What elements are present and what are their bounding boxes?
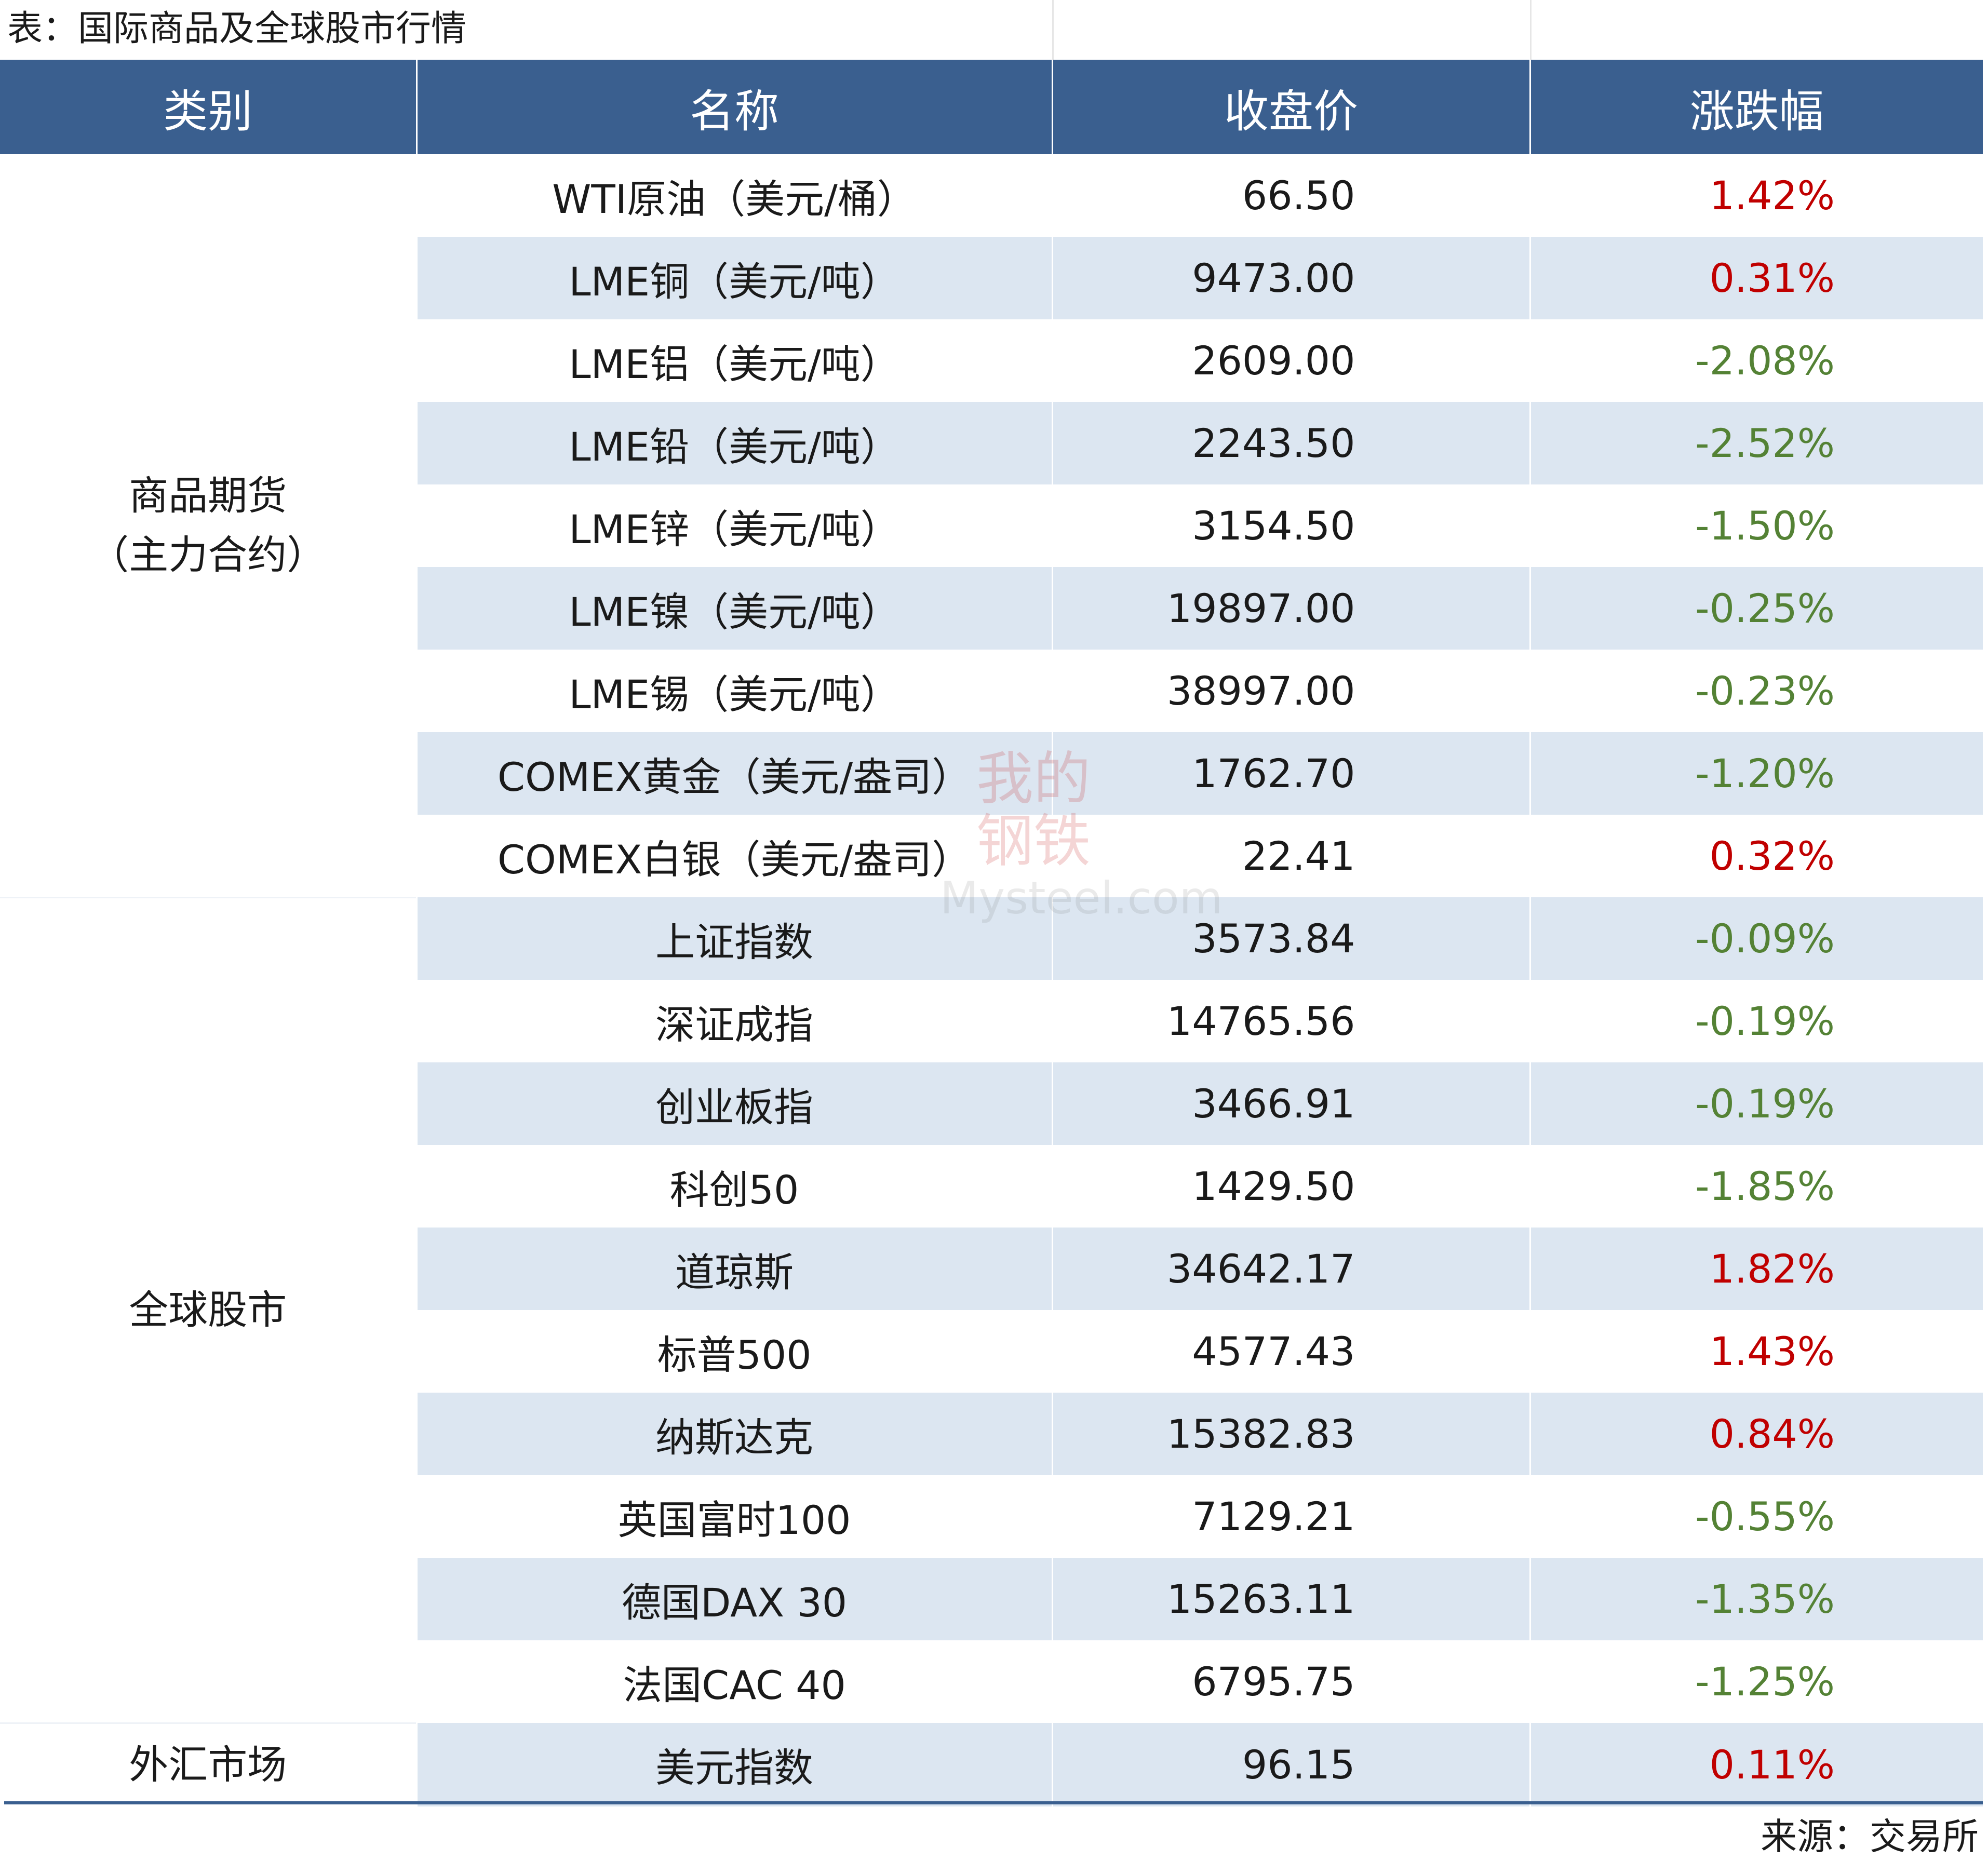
change-cell: -1.50%	[1529, 484, 1983, 567]
gridline	[1052, 0, 1054, 60]
table-row: 商品期货 （主力合约） WTI原油（美元/桶） 66.50 1.42%	[0, 154, 1983, 897]
change-cell: 0.11%	[1529, 1723, 1983, 1806]
price-cell: 6795.75	[1051, 1640, 1530, 1723]
change-cell: 0.32%	[1529, 815, 1983, 897]
table-row: 纳斯达克 15382.83 0.84%	[0, 1393, 1983, 1475]
name-cell: LME铅（美元/吨）	[415, 402, 1052, 484]
table-row: LME铝（美元/吨） 2609.00 -2.08%	[0, 319, 1983, 402]
category-cell: 全球股市	[0, 896, 417, 1723]
name-cell: 科创50	[415, 1145, 1052, 1228]
table-row: 创业板指 3466.91 -0.19%	[0, 1062, 1983, 1145]
name-cell: COMEX白银（美元/盎司）	[415, 815, 1052, 897]
table-row: 全球股市 上证指数 3573.84 -0.09%	[0, 896, 1983, 1723]
price-cell: 34642.17	[1051, 1228, 1530, 1310]
table-row: COMEX黄金（美元/盎司） 1762.70 -1.20%	[0, 732, 1983, 815]
change-cell: -0.55%	[1529, 1475, 1983, 1558]
change-cell: 1.82%	[1529, 1228, 1983, 1310]
table-row: 道琼斯 34642.17 1.82%	[0, 1228, 1983, 1310]
change-cell: 1.42%	[1529, 154, 1983, 237]
table-row: LME锌（美元/吨） 3154.50 -1.50%	[0, 484, 1983, 567]
price-cell: 19897.00	[1051, 567, 1530, 650]
name-cell: 纳斯达克	[415, 1393, 1052, 1475]
change-cell: -0.23%	[1529, 650, 1983, 732]
gridline	[1530, 0, 1532, 60]
name-cell: 创业板指	[415, 1062, 1052, 1145]
market-table: 类别 名称 收盘价 涨跌幅 商品期货 （主力合约） WTI原油（美元/桶） 66.5…	[0, 60, 1983, 1806]
change-cell: -1.35%	[1529, 1558, 1983, 1640]
header-change: 涨跌幅	[1529, 60, 1983, 154]
table-row: 标普500 4577.43 1.43%	[0, 1310, 1983, 1393]
price-cell: 66.50	[1051, 154, 1530, 237]
table-row: 德国DAX 30 15263.11 -1.35%	[0, 1558, 1983, 1640]
name-cell: LME镍（美元/吨）	[415, 567, 1052, 650]
change-cell: 0.84%	[1529, 1393, 1983, 1475]
name-cell: LME锌（美元/吨）	[415, 484, 1052, 567]
change-cell: -0.19%	[1529, 1062, 1983, 1145]
table-row: LME锡（美元/吨） 38997.00 -0.23%	[0, 650, 1983, 732]
table-row: COMEX白银（美元/盎司） 22.41 0.32%	[0, 815, 1983, 897]
header-category: 类别	[0, 60, 417, 154]
name-cell: 英国富时100	[415, 1475, 1052, 1558]
price-cell: 2609.00	[1051, 319, 1530, 402]
name-cell: 法国CAC 40	[415, 1640, 1052, 1723]
name-cell: 标普500	[415, 1310, 1052, 1393]
price-cell: 7129.21	[1051, 1475, 1530, 1558]
price-cell: 3573.84	[1051, 897, 1530, 980]
name-cell: 美元指数	[415, 1723, 1052, 1806]
change-cell: 1.43%	[1529, 1310, 1983, 1393]
price-cell: 22.41	[1051, 815, 1530, 897]
bottom-rule	[4, 1801, 1983, 1804]
change-cell: 0.31%	[1529, 237, 1983, 319]
table-row: 法国CAC 40 6795.75 -1.25%	[0, 1640, 1983, 1723]
category-cell: 外汇市场	[0, 1722, 417, 1806]
price-cell: 2243.50	[1051, 402, 1530, 484]
price-cell: 1762.70	[1051, 732, 1530, 815]
change-cell: -2.08%	[1529, 319, 1983, 402]
change-cell: -1.85%	[1529, 1145, 1983, 1228]
price-cell: 15263.11	[1051, 1558, 1530, 1640]
name-cell: LME铝（美元/吨）	[415, 319, 1052, 402]
change-cell: -2.52%	[1529, 402, 1983, 484]
change-cell: -1.20%	[1529, 732, 1983, 815]
price-cell: 96.15	[1051, 1723, 1530, 1806]
table-row: 英国富时100 7129.21 -0.55%	[0, 1475, 1983, 1558]
category-cell: 商品期货 （主力合约）	[0, 154, 417, 897]
table-row: LME镍（美元/吨） 19897.00 -0.25%	[0, 567, 1983, 650]
table-row: 深证成指 14765.56 -0.19%	[0, 980, 1983, 1062]
price-cell: 3154.50	[1051, 484, 1530, 567]
name-cell: 德国DAX 30	[415, 1558, 1052, 1640]
table-row: 外汇市场 美元指数 96.15 0.11%	[0, 1722, 1983, 1806]
header-row: 类别 名称 收盘价 涨跌幅	[0, 60, 1983, 154]
price-cell: 3466.91	[1051, 1062, 1530, 1145]
name-cell: LME铜（美元/吨）	[415, 237, 1052, 319]
price-cell: 4577.43	[1051, 1310, 1530, 1393]
price-cell: 15382.83	[1051, 1393, 1530, 1475]
table-body: 商品期货 （主力合约） WTI原油（美元/桶） 66.50 1.42% LME铜（美元/…	[0, 154, 1983, 1806]
header-name: 名称	[415, 60, 1052, 154]
change-cell: -0.25%	[1529, 567, 1983, 650]
table-row: 科创50 1429.50 -1.85%	[0, 1145, 1983, 1228]
table-title: 表：国际商品及全球股市行情	[7, 8, 467, 49]
name-cell: 深证成指	[415, 980, 1052, 1062]
header-price: 收盘价	[1051, 60, 1530, 154]
source-note: 来源：交易所	[1761, 1815, 1979, 1858]
table-row: LME铅（美元/吨） 2243.50 -2.52%	[0, 402, 1983, 484]
change-cell: -0.09%	[1529, 897, 1983, 980]
name-cell: COMEX黄金（美元/盎司）	[415, 732, 1052, 815]
name-cell: LME锡（美元/吨）	[415, 650, 1052, 732]
table-row: LME铜（美元/吨） 9473.00 0.31%	[0, 237, 1983, 319]
change-cell: -1.25%	[1529, 1640, 1983, 1723]
price-cell: 9473.00	[1051, 237, 1530, 319]
price-cell: 38997.00	[1051, 650, 1530, 732]
name-cell: 上证指数	[415, 897, 1052, 980]
name-cell: 道琼斯	[415, 1228, 1052, 1310]
price-cell: 14765.56	[1051, 980, 1530, 1062]
change-cell: -0.19%	[1529, 980, 1983, 1062]
price-cell: 1429.50	[1051, 1145, 1530, 1228]
name-cell: WTI原油（美元/桶）	[415, 154, 1052, 237]
